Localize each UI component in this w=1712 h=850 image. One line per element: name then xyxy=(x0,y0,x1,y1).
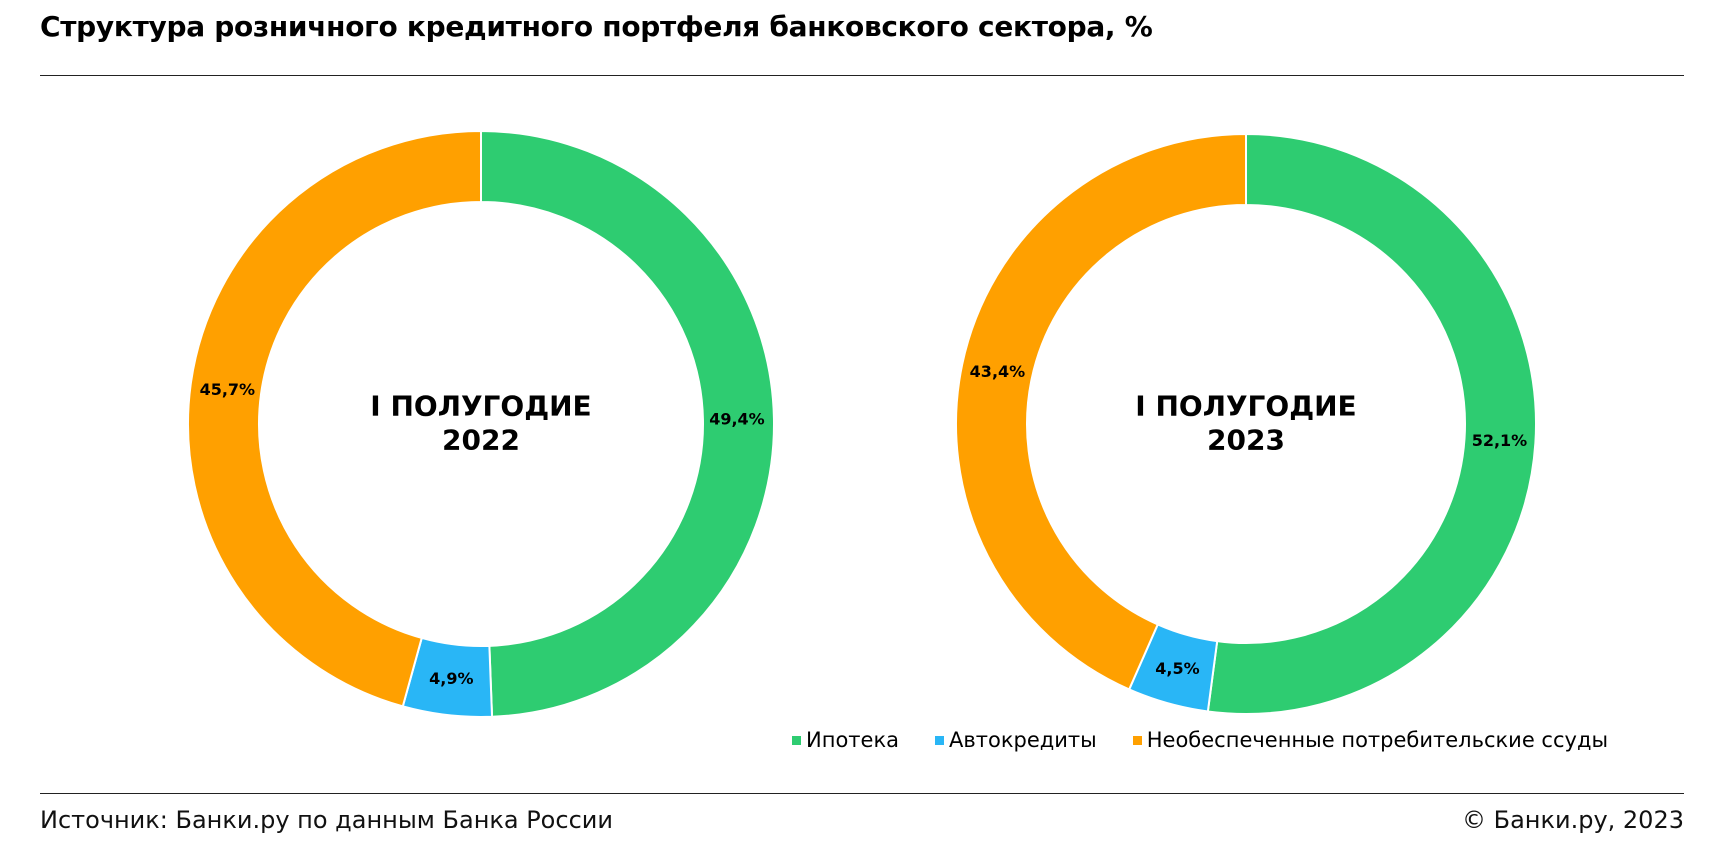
legend: Ипотека Автокредиты Необеспеченные потре… xyxy=(792,728,1608,752)
donut-2-label-auto: 4,5% xyxy=(1155,659,1199,678)
top-divider xyxy=(40,75,1684,76)
donut-2-center-label-1: I ПОЛУГОДИЕ xyxy=(1135,390,1356,423)
bottom-divider xyxy=(40,793,1684,794)
donut-1-center-label-2: 2022 xyxy=(442,424,520,457)
donut-1-label-mortgage: 49,4% xyxy=(709,410,765,429)
legend-item-auto: Автокредиты xyxy=(935,728,1097,752)
donut-1-center-label-1: I ПОЛУГОДИЕ xyxy=(370,390,591,423)
legend-label-auto: Автокредиты xyxy=(949,728,1097,752)
chart-title: Структура розничного кредитного портфеля… xyxy=(40,10,1153,43)
legend-swatch-unsecured xyxy=(1132,735,1142,745)
donut-2-slice-mortgage xyxy=(1206,132,1537,715)
donut-2-label-unsecured: 43,4% xyxy=(970,362,1026,381)
source-note: Источник: Банки.ру по данным Банка Росси… xyxy=(40,806,613,834)
donut-2-center-label-2: 2023 xyxy=(1207,424,1285,457)
donut-1-label-unsecured: 45,7% xyxy=(200,380,256,399)
donut-2-slice-unsecured xyxy=(955,132,1247,691)
legend-swatch-mortgage xyxy=(792,735,801,745)
legend-swatch-auto xyxy=(935,735,944,745)
donut-2-label-mortgage: 52,1% xyxy=(1472,431,1528,450)
donut-1-slice-mortgage xyxy=(480,129,775,718)
legend-label-mortgage: Ипотека xyxy=(806,728,899,752)
legend-label-unsecured: Необеспеченные потребительские ссуды xyxy=(1146,728,1609,752)
legend-item-mortgage: Ипотека xyxy=(792,728,899,752)
copyright-note: © Банки.ру, 2023 xyxy=(1462,806,1684,834)
donut-1-label-auto: 4,9% xyxy=(429,669,473,688)
donut-1-slice-unsecured xyxy=(187,129,482,708)
legend-item-unsecured: Необеспеченные потребительские ссуды xyxy=(1132,728,1609,752)
